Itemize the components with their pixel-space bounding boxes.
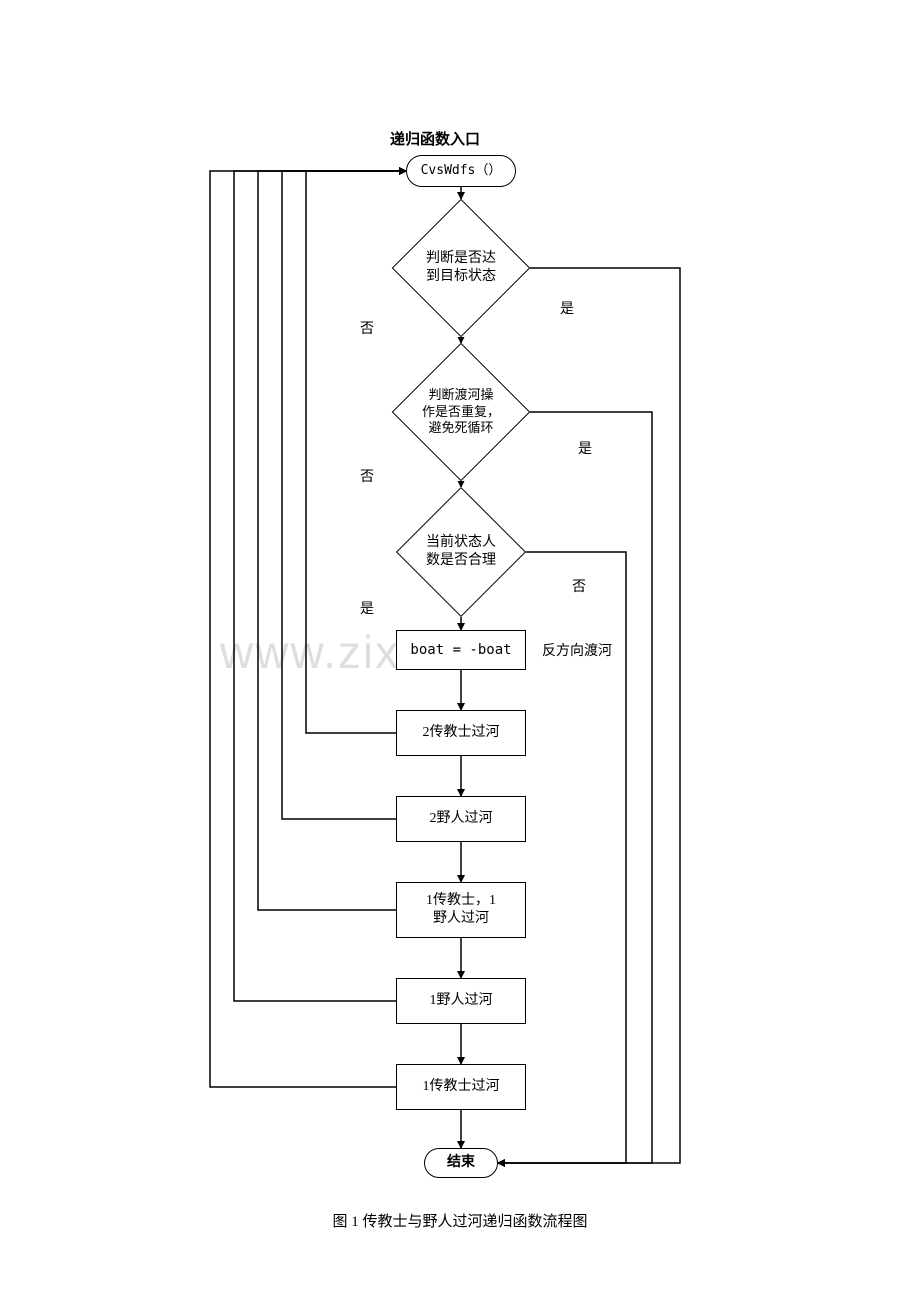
decision-valid: 当前状态人数是否合理 xyxy=(396,487,526,617)
process-1savage-text: 1野人过河 xyxy=(430,992,493,1010)
process-2missionary-text: 2传教士过河 xyxy=(423,724,500,742)
process-boat-text: boat = -boat xyxy=(410,641,511,659)
d3-yes-label: 是 xyxy=(360,598,374,618)
decision-repeat-text: 判断渡河操作是否重复，避免死循环 xyxy=(422,387,500,438)
process-1m1s-text: 1传教士，1野人过河 xyxy=(426,892,496,928)
start-text: CvsWdfs（） xyxy=(421,163,502,180)
d2-yes-label: 是 xyxy=(578,438,592,458)
entry-title: 递归函数入口 xyxy=(390,128,530,149)
process-1missionary: 1传教士过河 xyxy=(396,1064,526,1110)
end-node: 结束 xyxy=(424,1148,498,1178)
process-1savage: 1野人过河 xyxy=(396,978,526,1024)
decision-goal: 判断是否达到目标状态 xyxy=(392,199,530,337)
d2-no-label: 否 xyxy=(360,466,374,486)
start-node: CvsWdfs（） xyxy=(406,155,516,187)
process-1m1s: 1传教士，1野人过河 xyxy=(396,882,526,938)
process-boat: boat = -boat xyxy=(396,630,526,670)
end-text: 结束 xyxy=(447,1154,475,1172)
reverse-label: 反方向渡河 xyxy=(542,640,612,660)
process-2savage: 2野人过河 xyxy=(396,796,526,842)
figure-caption: 图 1 传教士与野人过河递归函数流程图 xyxy=(0,1210,920,1231)
flowchart-canvas: www.zixin.cn 递归函数入口 CvsWdfs（） 判断是否达到目标状态… xyxy=(0,0,920,1302)
process-2savage-text: 2野人过河 xyxy=(430,810,493,828)
process-2missionary: 2传教士过河 xyxy=(396,710,526,756)
process-1missionary-text: 1传教士过河 xyxy=(423,1078,500,1096)
decision-repeat: 判断渡河操作是否重复，避免死循环 xyxy=(392,343,530,481)
d1-yes-label: 是 xyxy=(560,298,574,318)
d1-no-label: 否 xyxy=(360,318,374,338)
decision-valid-text: 当前状态人数是否合理 xyxy=(426,534,496,570)
decision-goal-text: 判断是否达到目标状态 xyxy=(426,250,496,286)
d3-no-label: 否 xyxy=(572,576,586,596)
